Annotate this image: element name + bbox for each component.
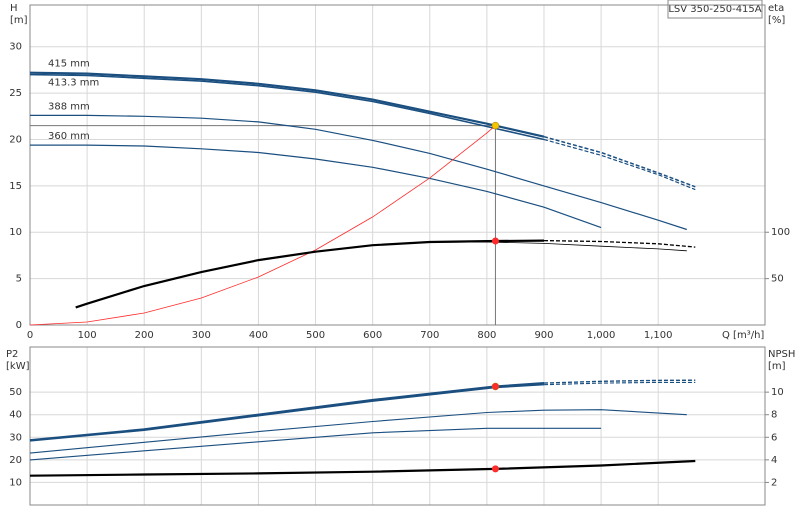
curve bbox=[543, 381, 696, 386]
y-tick-label: 30 bbox=[9, 42, 22, 53]
y-tick-label: 5 bbox=[16, 274, 22, 285]
chart-title: LSV 350-250-415A bbox=[668, 4, 761, 15]
curve bbox=[29, 427, 602, 461]
y-tick-label: 0 bbox=[16, 320, 22, 331]
secondary-curve bbox=[315, 241, 687, 253]
curve bbox=[29, 384, 545, 442]
duty-point-secondary bbox=[491, 237, 499, 245]
curve bbox=[30, 114, 687, 231]
x-tick-label: 600 bbox=[363, 330, 382, 341]
x-tick-label: 1,100 bbox=[644, 330, 673, 341]
y-axis-title: P2 bbox=[6, 349, 18, 360]
y2-axis-title: [m] bbox=[768, 361, 786, 372]
duty-point bbox=[491, 382, 500, 391]
secondary-curve bbox=[29, 459, 696, 477]
plot-frame bbox=[29, 4, 766, 326]
y-tick-label: 30 bbox=[9, 432, 22, 443]
x-tick-label: 700 bbox=[420, 330, 439, 341]
curve-label: 415 mm bbox=[48, 59, 90, 70]
y-axis-title: [m] bbox=[10, 15, 28, 26]
y2-tick-label: 6 bbox=[771, 432, 777, 443]
x-tick-label: 900 bbox=[534, 330, 553, 341]
curve-label: 413.3 mm bbox=[48, 78, 99, 89]
curve-label: 388 mm bbox=[48, 101, 90, 112]
curve bbox=[29, 73, 545, 141]
x-axis-title: Q [m³/h] bbox=[722, 330, 764, 341]
y-tick-label: 15 bbox=[9, 181, 22, 192]
plot-frame bbox=[29, 346, 766, 506]
curve bbox=[543, 138, 696, 191]
y-tick-label: 40 bbox=[9, 410, 22, 421]
x-tick-label: 500 bbox=[306, 330, 325, 341]
curve bbox=[29, 125, 496, 326]
y2-tick-label: 8 bbox=[771, 410, 777, 421]
x-tick-label: 0 bbox=[27, 330, 33, 341]
y2-axis-title: eta bbox=[768, 3, 784, 14]
x-tick-label: 300 bbox=[192, 330, 211, 341]
duty-point-secondary bbox=[491, 465, 499, 473]
curve bbox=[543, 135, 696, 188]
x-tick-label: 1,000 bbox=[587, 330, 616, 341]
x-tick-label: 100 bbox=[78, 330, 97, 341]
secondary-curve bbox=[543, 239, 696, 248]
y2-axis-title: [%] bbox=[768, 15, 785, 26]
duty-point bbox=[491, 121, 500, 130]
y2-tick-label: 2 bbox=[771, 477, 777, 488]
curve bbox=[29, 409, 687, 454]
y-tick-label: 50 bbox=[9, 387, 22, 398]
curve bbox=[29, 71, 545, 138]
y2-tick-label: 100 bbox=[771, 227, 790, 238]
y2-tick-label: 10 bbox=[771, 387, 784, 398]
y-tick-label: 25 bbox=[9, 88, 22, 99]
y-axis-title: H bbox=[10, 3, 18, 14]
y-axis-title: [kW] bbox=[6, 361, 30, 372]
curve bbox=[30, 144, 602, 229]
curve bbox=[543, 379, 696, 384]
secondary-curve bbox=[75, 239, 545, 309]
curve bbox=[29, 382, 545, 442]
y-tick-label: 20 bbox=[9, 455, 22, 466]
curve-label: 360 mm bbox=[48, 131, 90, 142]
x-tick-label: 200 bbox=[135, 330, 154, 341]
y-tick-label: 10 bbox=[9, 227, 22, 238]
y-tick-label: 10 bbox=[9, 477, 22, 488]
y-tick-label: 20 bbox=[9, 134, 22, 145]
x-tick-label: 800 bbox=[477, 330, 496, 341]
y2-axis-title: NPSH bbox=[768, 349, 795, 360]
y2-tick-label: 4 bbox=[771, 455, 777, 466]
x-tick-label: 400 bbox=[249, 330, 268, 341]
y2-tick-label: 50 bbox=[771, 274, 784, 285]
